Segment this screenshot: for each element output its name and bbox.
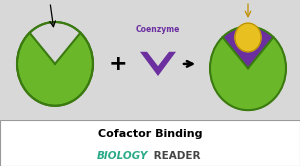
Polygon shape — [140, 52, 176, 76]
Circle shape — [235, 23, 261, 52]
FancyBboxPatch shape — [0, 120, 300, 166]
Text: (Activated protein): (Activated protein) — [217, 135, 279, 142]
Text: Apoenzyme: Apoenzyme — [30, 127, 80, 136]
Text: Cofactor Binding: Cofactor Binding — [98, 129, 202, 139]
Text: (Non protein): (Non protein) — [136, 135, 180, 142]
Wedge shape — [223, 26, 273, 68]
Text: (Inactive protein): (Inactive protein) — [26, 135, 84, 142]
Text: Cofactor: Cofactor — [140, 127, 176, 136]
Text: READER: READER — [150, 151, 200, 161]
Circle shape — [210, 26, 286, 110]
Text: Coenzyme: Coenzyme — [136, 25, 180, 34]
Text: BIOLOGY: BIOLOGY — [97, 151, 148, 161]
Wedge shape — [28, 20, 82, 64]
Text: +: + — [109, 54, 127, 74]
Text: Holoenzyme: Holoenzyme — [221, 127, 274, 136]
Circle shape — [17, 22, 93, 106]
